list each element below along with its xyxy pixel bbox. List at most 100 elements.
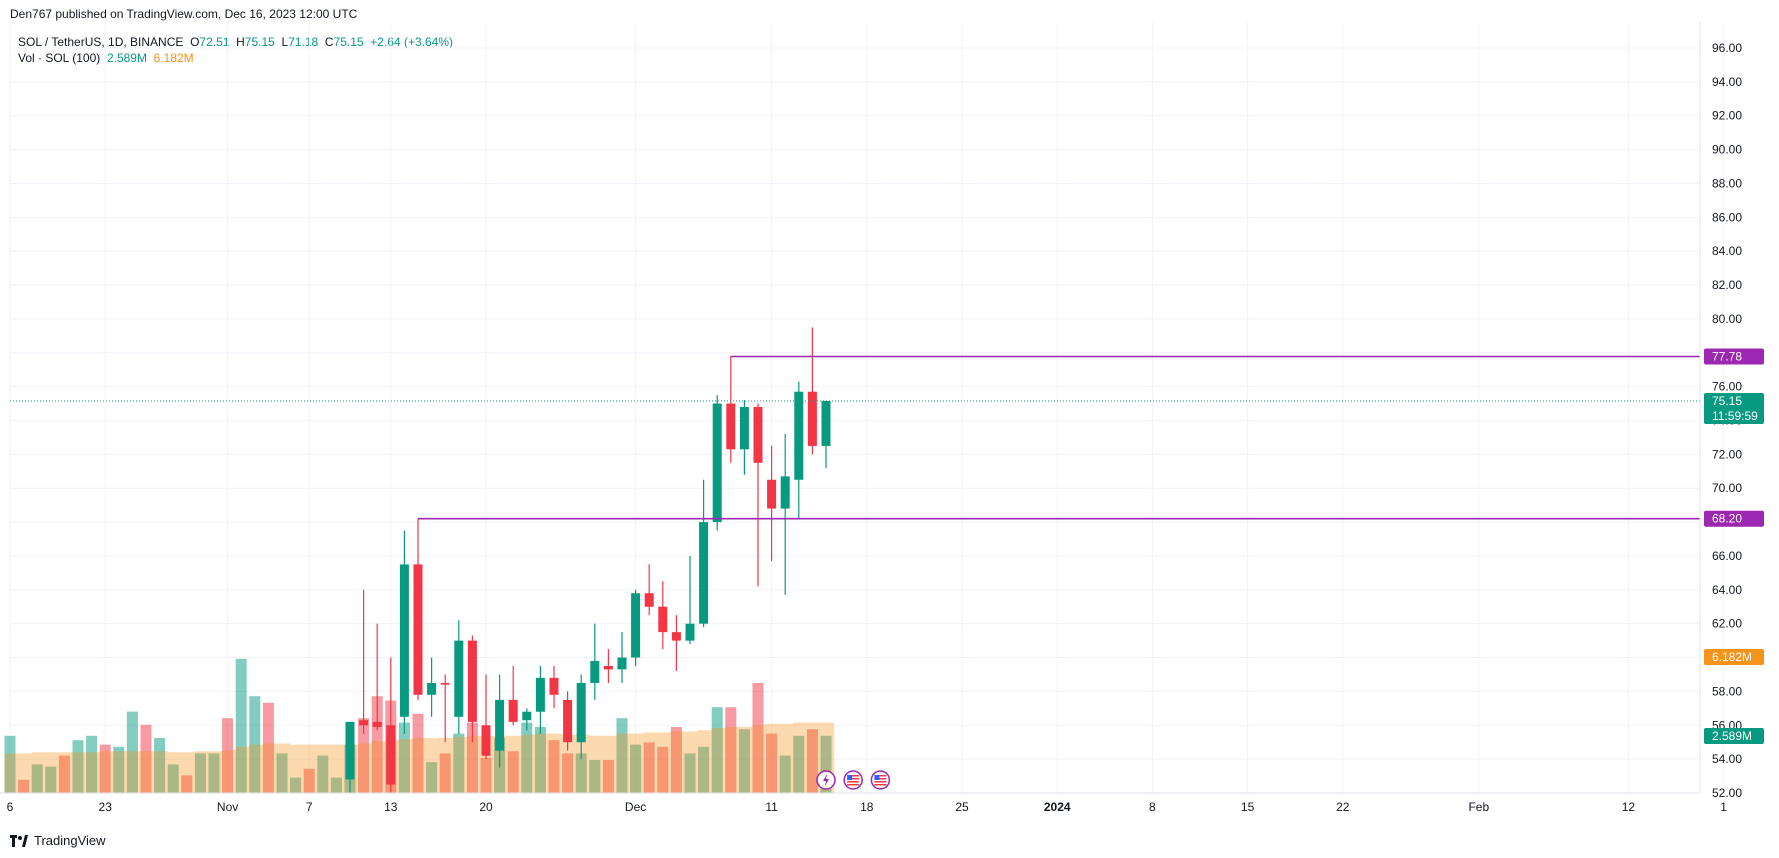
candle	[508, 666, 518, 726]
us-flag-icon[interactable]	[870, 770, 891, 790]
volume-bar	[86, 735, 98, 793]
open-label: O	[190, 35, 200, 49]
volume-bar	[262, 702, 274, 793]
candle	[454, 620, 464, 734]
volume-bar	[616, 718, 628, 793]
open-value: 72.51	[199, 35, 230, 49]
volume-last-label: 2.589M	[1704, 728, 1764, 745]
volume-bar	[194, 753, 206, 793]
volume-bar	[657, 746, 669, 793]
time-tick-label: Feb	[1468, 800, 1489, 814]
volume-bar	[766, 733, 778, 793]
time-tick-label: 8	[1149, 800, 1156, 814]
volume-bar	[18, 779, 30, 793]
price-tick-label: 82.00	[1712, 278, 1742, 292]
time-tick-label: 2024	[1044, 800, 1071, 814]
candle	[345, 721, 355, 793]
volume-bar	[738, 729, 750, 793]
volume-bar	[698, 746, 710, 793]
time-tick-label: 23	[99, 800, 113, 814]
lightning-icon[interactable]	[816, 770, 836, 790]
volume-bar	[752, 683, 764, 793]
volume-bar	[820, 735, 832, 793]
time-tick-label: 22	[1336, 800, 1350, 814]
price-tick-label: 88.00	[1712, 176, 1742, 190]
volume-bar	[99, 744, 111, 793]
volume-last-label-text: 2.589M	[1712, 729, 1752, 743]
event-markers[interactable]	[816, 770, 891, 790]
time-axis[interactable]: 6 23 Nov 7 13 20 Dec 11 18 25 2024 8 15 22 Feb 12 1	[0, 792, 1727, 814]
volume-label[interactable]: Vol · SOL (100)	[18, 51, 101, 65]
candle	[780, 434, 790, 595]
candle	[699, 479, 709, 628]
candle	[576, 674, 586, 760]
price-tick-label: 92.00	[1712, 109, 1742, 123]
volume-bar	[290, 777, 302, 793]
candle	[495, 674, 505, 768]
publish-info: Den767 published on TradingView.com, Dec…	[10, 7, 358, 21]
volume-bar	[684, 753, 696, 793]
volume-legend: Vol · SOL (100) 2.589M 6.182M	[18, 51, 194, 65]
volume-bar	[154, 738, 166, 793]
candle	[386, 657, 396, 793]
candle	[372, 623, 382, 731]
volume-bar	[398, 722, 410, 793]
volume-bar	[643, 742, 655, 793]
level-label: 77.78	[1704, 348, 1764, 365]
time-tick-label: 15	[1241, 800, 1255, 814]
time-tick-label: 12	[1622, 800, 1636, 814]
volume-ma-value: 6.182M	[153, 51, 194, 65]
candle	[807, 327, 817, 455]
candle	[413, 518, 423, 700]
volume-bar	[453, 733, 465, 793]
candle	[563, 691, 573, 751]
candle	[617, 632, 627, 683]
volume-bar	[113, 746, 125, 793]
candle	[671, 615, 681, 672]
time-tick-label: 20	[479, 800, 493, 814]
time-tick-label: 7	[306, 800, 313, 814]
price-tick-label: 72.00	[1712, 447, 1742, 461]
candle	[549, 666, 559, 709]
candle	[712, 395, 722, 531]
volume-bar	[806, 729, 818, 793]
candle	[481, 674, 491, 760]
last-price-label-text: 75.15	[1712, 394, 1742, 408]
volume-bar	[181, 775, 193, 793]
price-tick-label: 96.00	[1712, 41, 1742, 55]
price-axis[interactable]: 96.00 94.00 92.00 90.00 88.00 86.00 84.00 82.00…	[1699, 22, 1764, 800]
last-price-label-text: 11:59:59	[1712, 409, 1758, 423]
price-tick-label: 80.00	[1712, 312, 1742, 326]
price-chart[interactable]: 96.00 94.00 92.00 90.00 88.00 86.00 84.00 82.00…	[0, 22, 1779, 828]
price-tick-label: 70.00	[1712, 481, 1742, 495]
symbol-label[interactable]: SOL / TetherUS, 1D, BINANCE	[18, 35, 184, 49]
candle	[440, 674, 450, 743]
us-flag-icon[interactable]	[843, 770, 863, 790]
volume-bar	[371, 696, 383, 793]
volume-ma-label: 6.182M	[1704, 648, 1764, 665]
volume-bar	[31, 764, 43, 793]
volume-bar	[358, 718, 370, 793]
volume-bar	[534, 727, 546, 793]
time-tick-label: 25	[955, 800, 969, 814]
high-value: 75.15	[244, 35, 275, 49]
candle	[427, 657, 437, 717]
volume-bar	[126, 711, 138, 793]
volume-bar	[466, 722, 478, 793]
time-tick-label: 18	[860, 800, 874, 814]
level-lines	[10, 355, 1700, 520]
candle	[644, 564, 654, 616]
time-tick-label: 6	[7, 800, 14, 814]
level-label-text: 77.78	[1712, 349, 1742, 363]
time-tick-label: 13	[384, 800, 398, 814]
volume-bar	[725, 707, 737, 793]
volume-bar	[548, 740, 560, 793]
volume-ma-area	[4, 722, 835, 793]
candle	[631, 589, 641, 667]
price-tick-label: 54.00	[1712, 752, 1742, 766]
volume-bar	[507, 751, 519, 793]
time-tick-label: 1	[1720, 800, 1727, 814]
volume-bar	[167, 764, 179, 793]
price-tick-label: 52.00	[1712, 786, 1742, 800]
volume-bar	[793, 735, 805, 793]
